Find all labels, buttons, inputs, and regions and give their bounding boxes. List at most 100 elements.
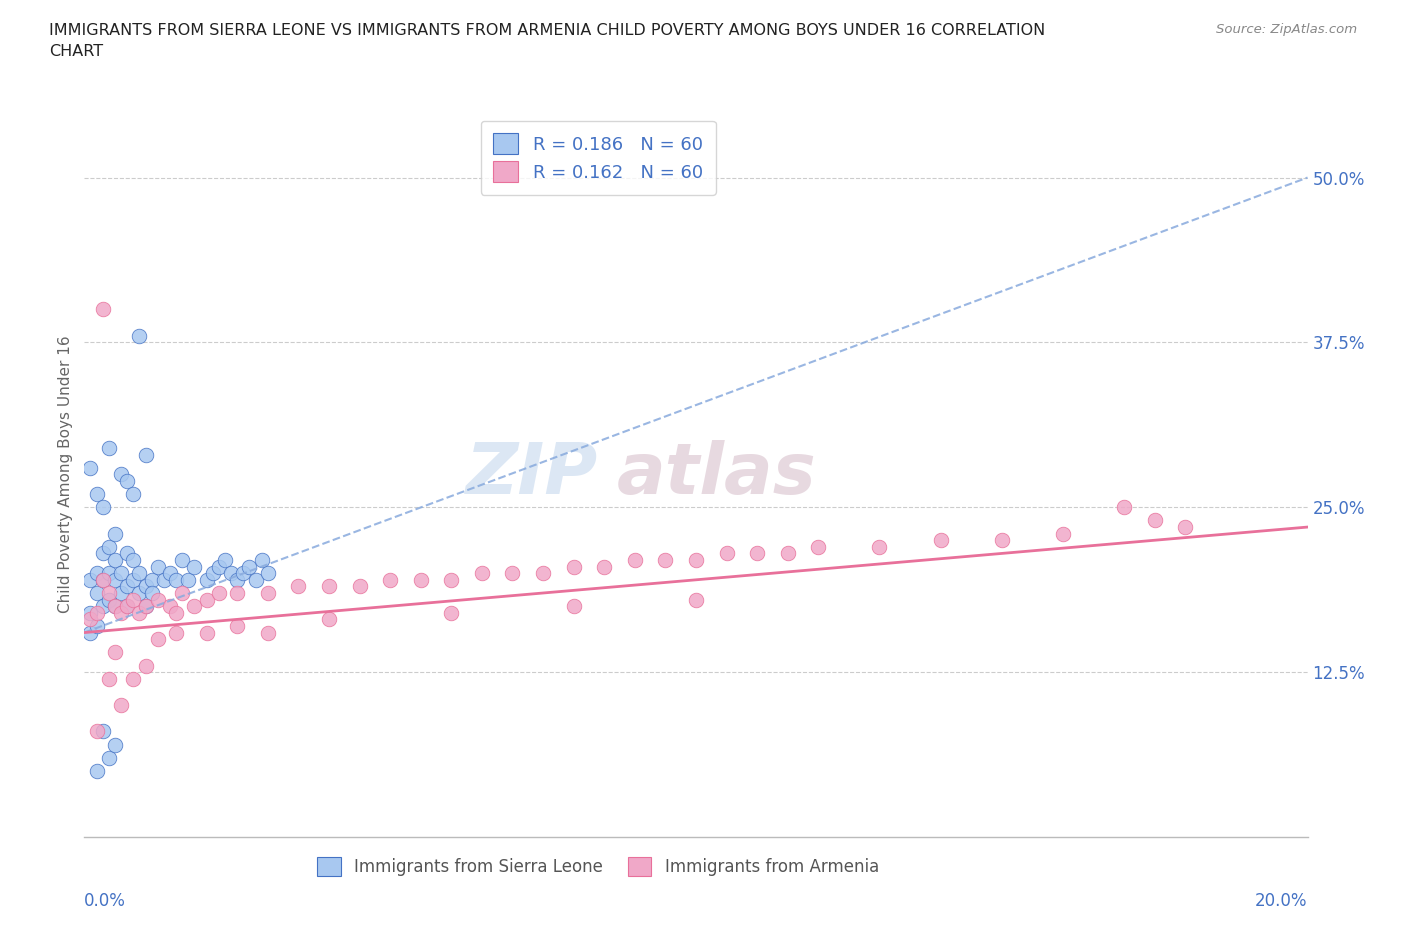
Point [654,552,676,567]
Point [214,552,236,567]
Point [195,592,218,607]
Point [86,618,108,633]
Point [104,599,127,614]
Point [257,625,280,640]
Point [110,467,132,482]
Point [128,586,150,601]
Point [79,625,101,640]
Point [91,724,114,739]
Point [97,565,120,580]
Point [128,565,150,580]
Point [146,631,169,646]
Point [208,559,231,574]
Point [91,599,114,614]
Point [110,586,132,601]
Point [79,605,101,620]
Point [1052,526,1074,541]
Y-axis label: Child Poverty Among Boys Under 16: Child Poverty Among Boys Under 16 [58,336,73,613]
Point [201,565,224,580]
Point [97,751,120,765]
Point [86,724,108,739]
Point [146,559,169,574]
Point [110,698,132,712]
Point [146,592,169,607]
Point [86,586,108,601]
Point [1174,520,1197,535]
Point [97,586,120,601]
Point [86,764,108,778]
Point [128,605,150,620]
Point [172,586,194,601]
Point [471,565,494,580]
Point [104,599,127,614]
Point [287,579,309,594]
Point [91,302,114,317]
Point [104,644,127,659]
Point [257,586,280,601]
Point [593,559,616,574]
Point [115,473,138,488]
Point [195,625,218,640]
Point [115,599,138,614]
Point [79,460,101,475]
Point [86,486,108,501]
Point [122,572,145,587]
Point [238,559,260,574]
Point [122,671,145,686]
Point [245,572,267,587]
Point [135,579,157,594]
Point [219,565,242,580]
Point [183,599,205,614]
Point [97,592,120,607]
Point [79,612,101,627]
Point [226,586,249,601]
Point [115,579,138,594]
Point [159,599,181,614]
Point [1143,513,1166,528]
Point [685,592,707,607]
Point [122,592,145,607]
Text: 0.0%: 0.0% [84,893,127,910]
Point [86,605,108,620]
Point [97,671,120,686]
Point [440,605,463,620]
Point [153,572,176,587]
Point [115,546,138,561]
Point [122,552,145,567]
Text: ZIP: ZIP [465,440,598,509]
Point [807,539,830,554]
Point [141,572,163,587]
Point [349,579,371,594]
Point [318,579,340,594]
Point [91,546,114,561]
Point [869,539,891,554]
Point [172,552,194,567]
Point [104,737,127,752]
Point [165,572,187,587]
Point [562,599,585,614]
Point [104,572,127,587]
Point [531,565,554,580]
Point [165,625,187,640]
Point [104,552,127,567]
Point [183,559,205,574]
Point [104,526,127,541]
Point [141,586,163,601]
Point [502,565,524,580]
Point [122,486,145,501]
Point [135,658,157,673]
Point [257,565,280,580]
Point [159,565,181,580]
Point [91,499,114,514]
Point [177,572,200,587]
Point [110,565,132,580]
Point [208,586,231,601]
Point [380,572,402,587]
Point [685,552,707,567]
Point [250,552,273,567]
Point [440,572,463,587]
Point [128,328,150,343]
Point [91,572,114,587]
Point [86,565,108,580]
Point [110,605,132,620]
